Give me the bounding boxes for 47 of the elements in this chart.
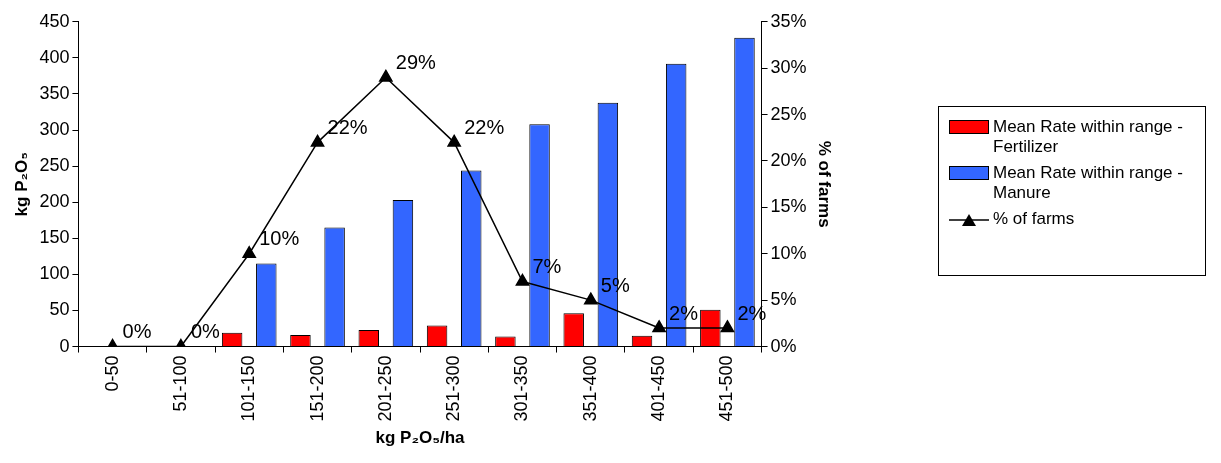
data-label: 0%: [190, 320, 221, 343]
x-tick-label: 401-450: [648, 355, 669, 422]
x-tick-label: 201-250: [374, 355, 395, 422]
x-tick-label: 0-50: [101, 355, 122, 392]
point: [720, 320, 735, 333]
legend-label: Mean Rate within range - Fertilizer: [993, 116, 1184, 157]
point: [583, 292, 598, 305]
point: [242, 246, 257, 259]
y-axis-title: kg P₂O₅: [11, 151, 31, 217]
y-tick-label: 150: [39, 227, 70, 248]
x-tick-label: 251-300: [443, 355, 464, 422]
legend-label: Mean Rate within range - Manure: [993, 162, 1184, 203]
y2-tick-label: 5%: [770, 289, 797, 310]
point: [515, 273, 530, 286]
point: [379, 69, 393, 82]
data-label: 22%: [464, 115, 505, 138]
y2-tick-label: 10%: [770, 242, 807, 263]
x-tick-label: 301-350: [511, 355, 532, 422]
data-label: 0%: [122, 320, 152, 343]
data-label: 29%: [395, 50, 437, 73]
y-tick-label: 400: [39, 46, 70, 67]
x-tick-label: 451-500: [716, 355, 737, 422]
x-tick-label: 151-200: [306, 355, 327, 422]
y-tick-label: 300: [39, 119, 70, 140]
point: [447, 134, 461, 147]
y2-tick-label: 25%: [770, 103, 807, 124]
y-tick-label: 100: [39, 263, 70, 284]
y2-tick-label: 30%: [770, 57, 807, 78]
point: [310, 134, 325, 147]
y-tick-label: 450: [39, 10, 70, 31]
y-tick-label: 50: [49, 299, 70, 320]
x-tick-label: 351-400: [579, 355, 600, 422]
y2-tick-label: 35%: [770, 10, 807, 31]
x-tick-label: 51-100: [169, 355, 190, 412]
x-axis-title: kg P₂O₅/ha: [375, 428, 466, 448]
y2-axis-title: % of farms: [815, 140, 835, 228]
legend-label: % of farms: [993, 208, 1075, 229]
y-tick-label: 350: [39, 82, 70, 103]
data-label: 10%: [259, 227, 300, 250]
y-tick-label: 250: [39, 155, 70, 176]
point: [652, 320, 666, 333]
y2-tick-label: 20%: [770, 149, 807, 170]
y2-tick-label: 0%: [770, 335, 797, 356]
y-tick-label: 200: [39, 191, 70, 212]
x-tick-label: 101-150: [238, 355, 259, 422]
y-tick-label: 0: [59, 335, 70, 356]
y2-tick-label: 15%: [770, 196, 807, 217]
